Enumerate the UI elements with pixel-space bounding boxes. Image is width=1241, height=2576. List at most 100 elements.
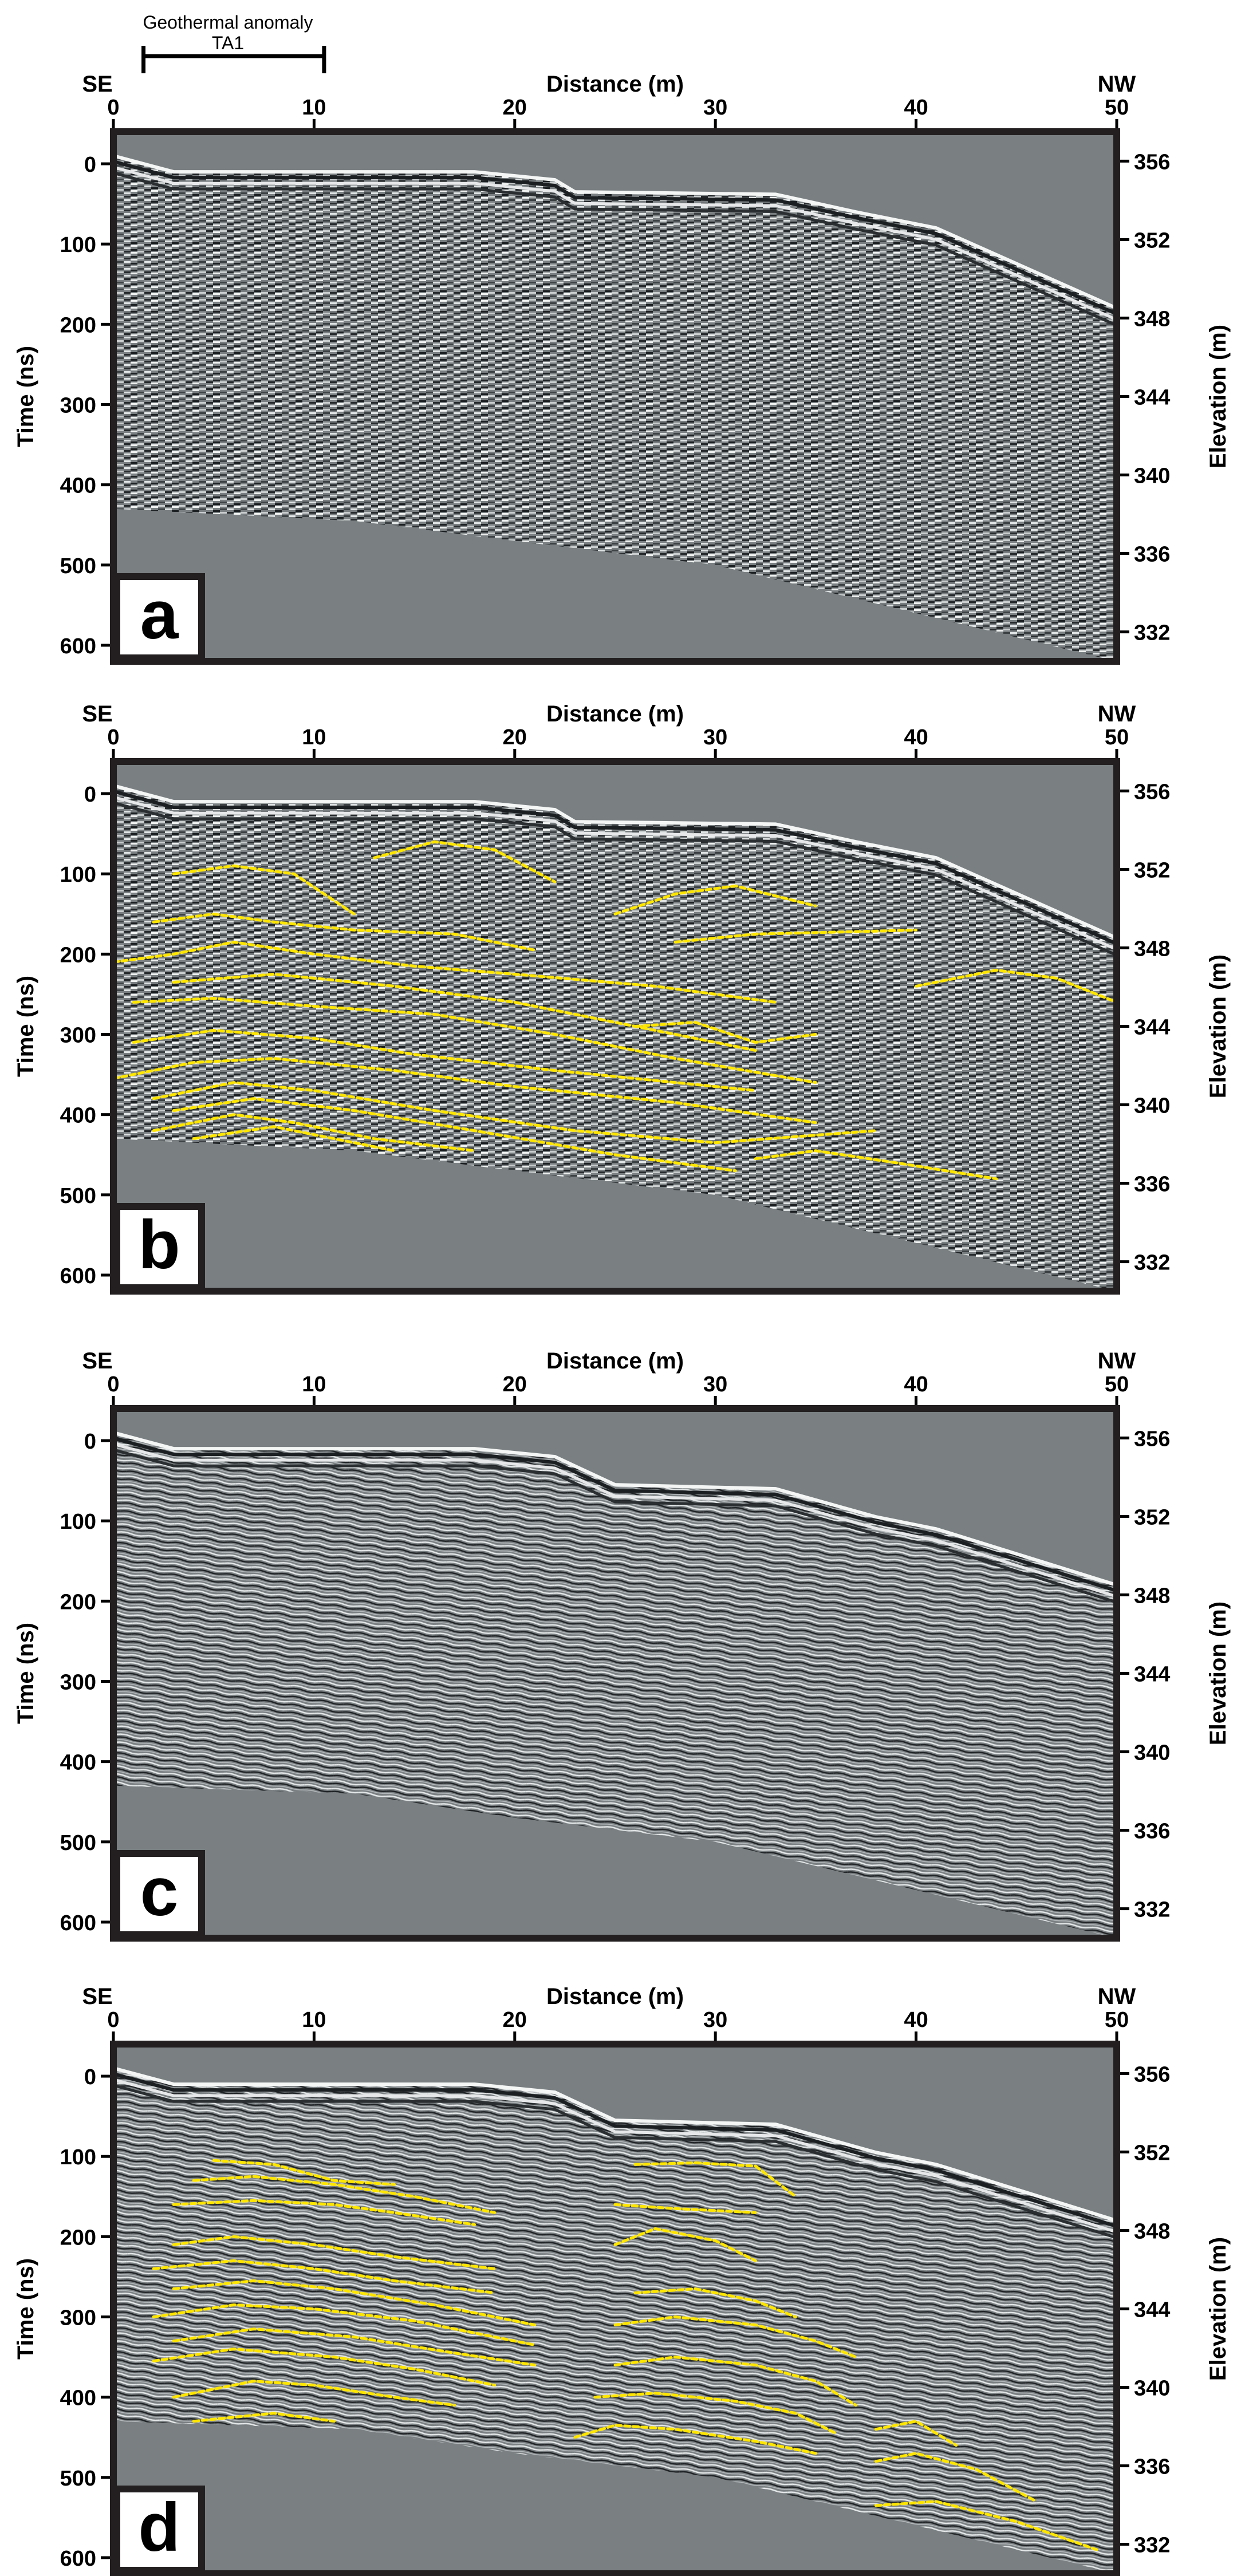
interpreted-reflector <box>112 1057 817 1125</box>
x-tick-label: 50 <box>1105 725 1129 749</box>
annotation-line1: Geothermal anomaly <box>143 12 313 33</box>
panel-c: 0 10 20 30 40 50 Distance (m) SE NW 0 100 200 300 400… <box>13 1348 1231 1942</box>
y2-tick-label: 344 <box>1134 1016 1170 1040</box>
x-tick-label: 0 <box>107 725 119 749</box>
interpreted-reflector <box>874 2420 958 2447</box>
interpreted-reflector <box>192 1125 396 1153</box>
interpreted-reflector <box>633 2161 797 2198</box>
plot-frame <box>110 128 1120 665</box>
y-tick-label: 500 <box>60 1831 96 1855</box>
panel-label: d <box>138 2489 180 2566</box>
interpreted-reflector <box>152 1081 878 1145</box>
panel-label-box <box>113 1203 205 1291</box>
x-tick-label: 40 <box>904 2008 928 2032</box>
surface-reflection-band <box>113 2084 1117 2239</box>
x-axis-label: Distance (m) <box>546 1348 684 1374</box>
y2-tick-label: 340 <box>1134 464 1170 488</box>
x-tick-label: 30 <box>703 725 727 749</box>
surface-reflection-band <box>113 2078 1117 2234</box>
x-right-direction-label: NW <box>1098 1984 1136 2009</box>
interpreted-reflector <box>172 1097 737 1173</box>
x-axis-label: Distance (m) <box>546 1984 684 2009</box>
interpreted-reflector <box>613 2203 757 2214</box>
y-tick-label: 600 <box>60 634 96 658</box>
y2-tick-label: 340 <box>1134 2377 1170 2401</box>
radar-signal-area <box>113 786 1117 1291</box>
interpreted-reflector <box>172 2380 456 2407</box>
y2-tick-label: 336 <box>1134 2455 1170 2479</box>
x-left-direction-label: SE <box>82 72 112 97</box>
y2-axis-label: Elevation (m) <box>1205 954 1231 1098</box>
x-left-direction-label: SE <box>82 1348 112 1374</box>
y-axis-label: Time (ns) <box>13 976 38 1077</box>
interpreted-reflector <box>172 2328 537 2367</box>
surface-reflection-band <box>113 784 1118 940</box>
x-left-direction-label: SE <box>82 701 112 727</box>
x-left-direction-label: SE <box>82 1984 112 2009</box>
panel-label: c <box>140 1853 179 1930</box>
y-tick-label: 600 <box>60 2547 96 2571</box>
x-tick-label: 20 <box>503 96 527 120</box>
x-tick-label: 0 <box>107 1372 119 1397</box>
x-tick-label: 0 <box>107 96 119 120</box>
interpreted-reflector <box>633 1020 817 1044</box>
interpreted-reflector <box>192 2412 336 2423</box>
interpreted-reflector <box>673 928 918 944</box>
x-tick-label: 40 <box>904 96 928 120</box>
interpreted-reflector <box>172 2199 476 2226</box>
y2-tick-label: 332 <box>1134 1251 1170 1275</box>
interpreted-reflector <box>152 912 537 952</box>
y2-tick-label: 356 <box>1134 2062 1170 2086</box>
x-tick-label: 40 <box>904 725 928 749</box>
interpreted-reflector <box>152 2303 537 2347</box>
panel-d: 0 10 20 30 40 50 Distance (m) SE NW 0 100 200 300 400… <box>13 1984 1231 2576</box>
x-tick-label: 20 <box>503 1372 527 1397</box>
y2-tick-label: 344 <box>1134 2298 1170 2322</box>
x-tick-label: 10 <box>302 2008 326 2032</box>
y-tick-label: 200 <box>60 313 96 337</box>
x-axis-label: Distance (m) <box>546 701 684 727</box>
y-tick-label: 300 <box>60 1671 96 1695</box>
y-tick-label: 500 <box>60 554 96 578</box>
interpreted-reflector <box>874 2500 1098 2551</box>
y-tick-label: 400 <box>60 2386 96 2411</box>
y-axis-label: Time (ns) <box>13 346 38 447</box>
x-right-direction-label: NW <box>1098 1348 1136 1374</box>
y2-tick-label: 336 <box>1134 1820 1170 1844</box>
surface-reflection-band <box>113 171 1118 327</box>
plot-frame <box>110 2041 1120 2576</box>
y-tick-label: 500 <box>60 2467 96 2491</box>
y2-tick-label: 336 <box>1134 1173 1170 1197</box>
interpreted-reflector <box>613 2356 857 2407</box>
y2-tick-label: 332 <box>1134 2534 1170 2558</box>
surface-reflection-band <box>113 2072 1117 2228</box>
panel-label: a <box>140 577 179 653</box>
radar-signal-area <box>113 156 1117 662</box>
annotation-line2: TA1 <box>212 33 244 53</box>
y-tick-label: 600 <box>60 1911 96 1935</box>
y2-tick-label: 332 <box>1134 1898 1170 1922</box>
interpreted-reflector <box>613 2315 857 2359</box>
y2-tick-label: 336 <box>1134 543 1170 567</box>
x-tick-label: 30 <box>703 2008 727 2032</box>
interpreted-reflector <box>633 2287 797 2319</box>
plot-frame <box>110 758 1120 1295</box>
y-tick-label: 100 <box>60 863 96 887</box>
interpreted-reflector <box>132 996 817 1084</box>
surface-reflection-band <box>113 154 1118 310</box>
plot-frame <box>110 1405 1120 1942</box>
surface-reflection-band <box>113 1442 1117 1598</box>
y2-tick-label: 344 <box>1134 386 1170 410</box>
x-tick-label: 50 <box>1105 1372 1129 1397</box>
radar-signal-area <box>113 2068 1117 2574</box>
interpreted-reflector <box>613 2227 757 2262</box>
y2-tick-label: 332 <box>1134 621 1170 645</box>
surface-reflection-band <box>113 790 1118 946</box>
x-axis-label: Distance (m) <box>546 72 684 97</box>
y2-tick-label: 356 <box>1134 780 1170 804</box>
y-tick-label: 200 <box>60 1590 96 1614</box>
interpreted-reflector <box>172 972 757 1052</box>
y-tick-label: 100 <box>60 233 96 257</box>
x-tick-label: 0 <box>107 2008 119 2032</box>
